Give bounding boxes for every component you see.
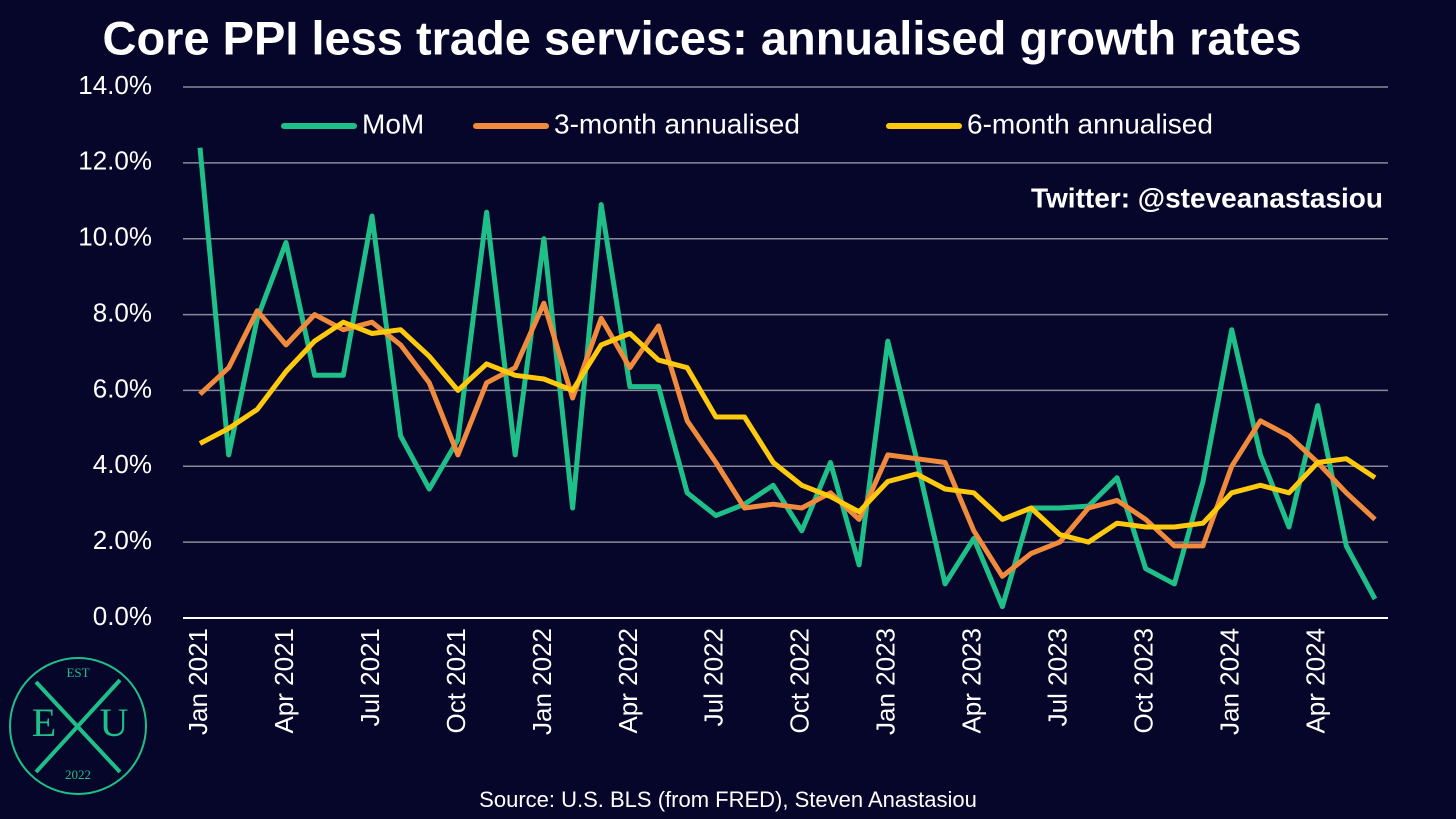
source-note: Source: U.S. BLS (from FRED), Steven Ana… xyxy=(479,787,977,812)
y-tick-label: 10.0% xyxy=(78,222,152,252)
x-tick-label: Jan 2022 xyxy=(527,628,557,735)
legend-label: 6-month annualised xyxy=(967,108,1213,139)
y-tick-label: 6.0% xyxy=(93,373,152,403)
logo-ring xyxy=(9,657,147,795)
logo-text: U xyxy=(100,700,129,745)
legend-label: 3-month annualised xyxy=(554,108,800,139)
chart-title: Core PPI less trade services: annualised… xyxy=(103,11,1302,64)
annotation: Twitter: @steveanastasiou xyxy=(1031,182,1383,213)
logo-text: EST xyxy=(66,665,89,680)
logo-cross xyxy=(34,678,122,774)
logo-text: E xyxy=(32,700,56,745)
x-tick-label: Jan 2024 xyxy=(1215,628,1245,735)
x-tick-label: Jul 2023 xyxy=(1043,628,1073,726)
y-tick-label: 4.0% xyxy=(93,449,152,479)
series-line xyxy=(198,319,1377,545)
x-tick-label: Apr 2024 xyxy=(1301,628,1331,734)
x-tick-label: Jul 2021 xyxy=(355,628,385,726)
x-tick-label: Apr 2022 xyxy=(613,628,643,734)
x-tick-label: Oct 2022 xyxy=(785,628,815,734)
y-tick-label: 12.0% xyxy=(78,146,152,176)
y-tick-label: 0.0% xyxy=(93,601,152,631)
y-tick-label: 8.0% xyxy=(93,297,152,327)
logo: EST E U 2022 xyxy=(9,657,147,795)
x-tick-label: Oct 2021 xyxy=(441,628,471,734)
y-tick-label: 14.0% xyxy=(78,70,152,100)
x-tick-label: Jan 2021 xyxy=(183,628,213,735)
x-tick-label: Oct 2023 xyxy=(1129,628,1159,734)
x-tick-label: Apr 2021 xyxy=(269,628,299,734)
x-tick-label: Jul 2022 xyxy=(699,628,729,726)
legend-label: MoM xyxy=(362,108,424,139)
series-line xyxy=(198,300,1377,579)
y-tick-label: 2.0% xyxy=(93,525,152,555)
logo-text: 2022 xyxy=(65,767,91,782)
x-tick-label: Apr 2023 xyxy=(957,628,987,734)
x-tick-label: Jan 2023 xyxy=(871,628,901,735)
